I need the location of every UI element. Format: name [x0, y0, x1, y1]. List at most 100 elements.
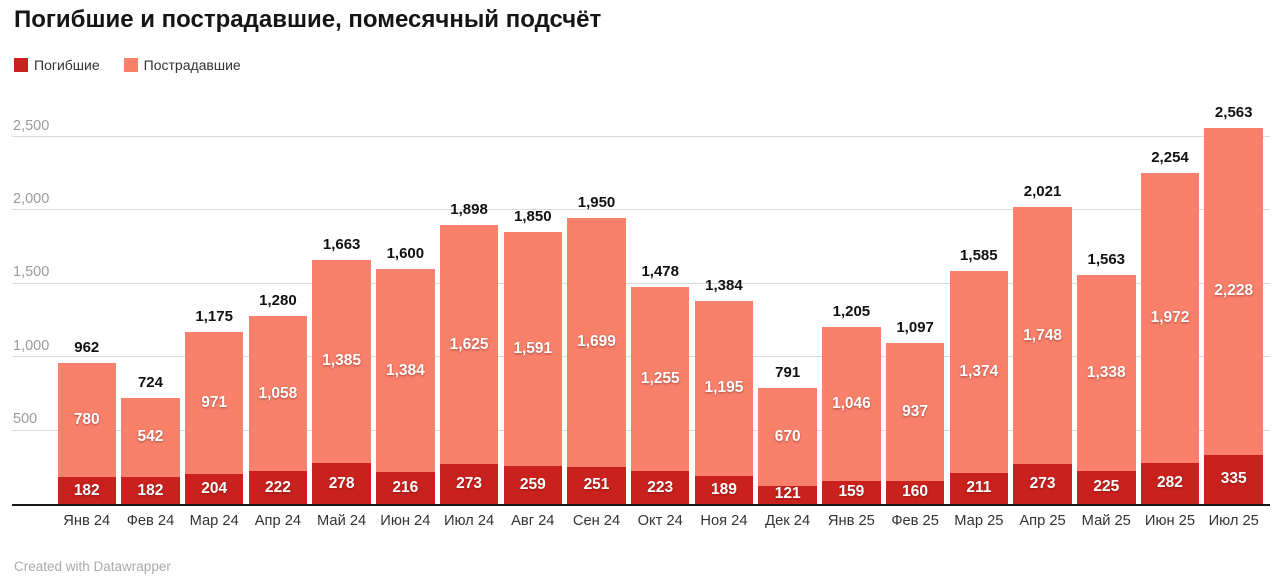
bar-segment-injured[interactable]	[57, 362, 116, 478]
bar-segment-killed[interactable]	[376, 472, 435, 504]
bar-segment-killed[interactable]	[1077, 470, 1136, 504]
total-value-label: 1,175	[195, 307, 233, 325]
injured-value-label: 1,699	[577, 333, 616, 351]
bar-segment-killed[interactable]	[567, 467, 626, 504]
injured-value-label: 670	[774, 427, 801, 445]
gridline	[12, 209, 1270, 211]
bar-segment-killed[interactable]	[439, 463, 499, 504]
bar-column: 1,625 273 1,898 Июл 24	[439, 96, 499, 529]
bar-segment-killed[interactable]	[121, 477, 180, 504]
bar-segment-injured[interactable]	[376, 269, 435, 473]
total-value-label: 1,850	[514, 208, 552, 226]
bar-segment-injured[interactable]	[1204, 127, 1263, 455]
bar-segment-injured[interactable]	[248, 316, 308, 472]
injured-value-label: 1,591	[513, 340, 553, 358]
bar-segment-killed[interactable]	[184, 474, 244, 504]
legend-label-injured: Пострадавшие	[143, 57, 241, 73]
bar-segment-killed[interactable]	[949, 473, 1009, 504]
bar-segment-killed[interactable]	[822, 480, 881, 504]
injured-value-label: 1,338	[1086, 363, 1126, 381]
bar-segment-injured[interactable]	[1140, 173, 1200, 463]
killed-value-label: 282	[1157, 474, 1183, 492]
killed-value-label: 121	[774, 484, 801, 502]
bar-segment-injured[interactable]	[694, 300, 754, 477]
bar-segment-killed[interactable]	[248, 471, 308, 504]
y-axis-tick-label: 1,500	[13, 264, 50, 281]
total-value-label: 1,600	[386, 245, 425, 263]
bar-column: 937 160 1,097 Фев 25	[885, 96, 945, 529]
total-value-label: 1,097	[896, 318, 934, 336]
bar-segment-injured[interactable]	[630, 287, 690, 472]
bar-segment-killed[interactable]	[885, 480, 945, 504]
killed-value-label: 278	[328, 474, 355, 492]
bar-column: 670 121 791 Дек 24	[758, 96, 817, 529]
bar-column: 1,255 223 1,478 Окт 24	[630, 96, 690, 529]
bar-segment-injured[interactable]	[758, 387, 817, 487]
killed-value-label: 160	[902, 483, 929, 501]
bar-segment-injured[interactable]	[822, 327, 881, 481]
x-axis-tick-label: Мар 25	[954, 513, 1004, 529]
injured-value-label: 1,374	[959, 363, 999, 381]
bar-column: 1,699 251 1,950 Сен 24	[567, 96, 626, 529]
x-axis-tick-label: Апр 24	[254, 513, 302, 529]
bar-segment-killed[interactable]	[1013, 463, 1072, 504]
killed-value-label: 189	[711, 481, 737, 499]
total-value-label: 791	[775, 363, 801, 381]
attribution[interactable]: Created with Datawrapper	[14, 559, 171, 574]
bar-column: 1,591 259 1,850 Авг 24	[503, 96, 563, 529]
injured-value-label: 1,384	[385, 361, 425, 379]
total-value-label: 1,898	[450, 201, 488, 219]
injured-value-label: 1,195	[704, 379, 744, 397]
bar-column: 1,046 159 1,205 Янв 25	[822, 96, 881, 529]
injured-value-label: 2,228	[1214, 282, 1254, 300]
bar-segment-injured[interactable]	[1013, 207, 1072, 464]
bar-segment-injured[interactable]	[121, 397, 180, 478]
x-axis-tick-label: Апр 25	[1019, 513, 1066, 529]
bar-segment-killed[interactable]	[1140, 462, 1200, 504]
bar-segment-killed[interactable]	[694, 476, 754, 504]
injured-value-label: 542	[137, 428, 164, 446]
total-value-label: 962	[74, 338, 100, 356]
bar-column: 1,058 222 1,280 Апр 24	[248, 96, 308, 529]
killed-value-label: 225	[1093, 478, 1120, 496]
x-axis-tick-label: Ноя 24	[700, 513, 748, 529]
bar-column: 780 182 962 Янв 24	[57, 96, 116, 529]
injured-value-label: 937	[902, 402, 929, 420]
legend-item-killed: Погибшие	[14, 57, 100, 73]
bar-segment-injured[interactable]	[439, 225, 499, 464]
bar-column: 1,384 216 1,600 Июн 24	[376, 96, 435, 529]
killed-value-label: 273	[456, 474, 482, 492]
bar-column: 1,748 273 2,021 Апр 25	[1013, 96, 1072, 529]
bar-segment-injured[interactable]	[184, 331, 244, 475]
bar-segment-killed[interactable]	[312, 463, 371, 504]
bar-segment-injured[interactable]	[949, 271, 1009, 474]
bar-segment-killed[interactable]	[503, 465, 563, 504]
total-value-label: 724	[137, 373, 163, 391]
total-value-label: 1,663	[322, 235, 361, 253]
bar-segment-injured[interactable]	[312, 259, 371, 464]
legend-label-killed: Погибшие	[34, 57, 100, 73]
bar-segment-injured[interactable]	[503, 232, 563, 466]
killed-value-label: 273	[1029, 474, 1056, 492]
bar-segment-killed[interactable]	[630, 471, 690, 504]
gridline	[12, 136, 1270, 137]
bar-column: 1,195 189 1,384 Ноя 24	[694, 96, 754, 529]
bar-segment-killed[interactable]	[1204, 454, 1263, 504]
bar-segment-injured[interactable]	[567, 217, 626, 468]
killed-value-label: 216	[392, 479, 419, 497]
bar-segment-killed[interactable]	[758, 486, 817, 504]
bar-segment-killed[interactable]	[57, 477, 116, 504]
bar-segment-injured[interactable]	[1077, 274, 1136, 471]
x-axis-tick-label: Сен 24	[572, 513, 621, 529]
injured-value-label: 1,625	[449, 335, 489, 353]
legend-swatch-killed-icon	[14, 58, 28, 72]
x-axis-tick-label: Янв 24	[63, 513, 111, 529]
bar-segment-injured[interactable]	[885, 342, 945, 481]
killed-value-label: 159	[838, 483, 865, 501]
y-axis-tick-label: 2,500	[13, 117, 50, 134]
injured-value-label: 1,972	[1150, 308, 1190, 326]
total-value-label: 1,280	[259, 292, 297, 310]
x-axis-tick-label: Май 25	[1081, 513, 1131, 529]
x-axis-tick-label: Фев 24	[126, 513, 175, 529]
